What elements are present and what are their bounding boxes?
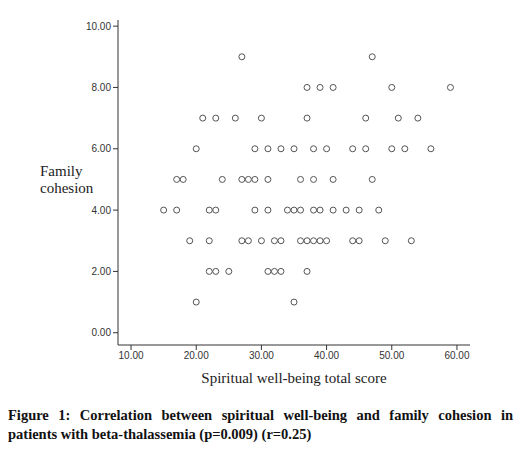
svg-text:2.00: 2.00 xyxy=(92,266,112,277)
svg-text:60.00: 60.00 xyxy=(444,350,469,361)
svg-text:50.00: 50.00 xyxy=(379,350,404,361)
html-text:Figure 1: Correlation between: Figure 1: Correlation between spiritual … xyxy=(8,407,513,442)
svg-text:8.00: 8.00 xyxy=(92,82,112,93)
html-text:Spiritual well-being total sco: Spiritual well-being total score xyxy=(201,370,387,386)
svg-text:0.00: 0.00 xyxy=(92,327,112,338)
svg-text:10.00: 10.00 xyxy=(119,350,144,361)
svg-text:30.00: 30.00 xyxy=(249,350,274,361)
svg-text:4.00: 4.00 xyxy=(92,205,112,216)
svg-text:40.00: 40.00 xyxy=(314,350,339,361)
svg-text:20.00: 20.00 xyxy=(184,350,209,361)
html-text:Family cohesion: Family cohesion xyxy=(40,163,94,196)
svg-text:6.00: 6.00 xyxy=(92,143,112,154)
svg-text:10.00: 10.00 xyxy=(86,21,111,32)
